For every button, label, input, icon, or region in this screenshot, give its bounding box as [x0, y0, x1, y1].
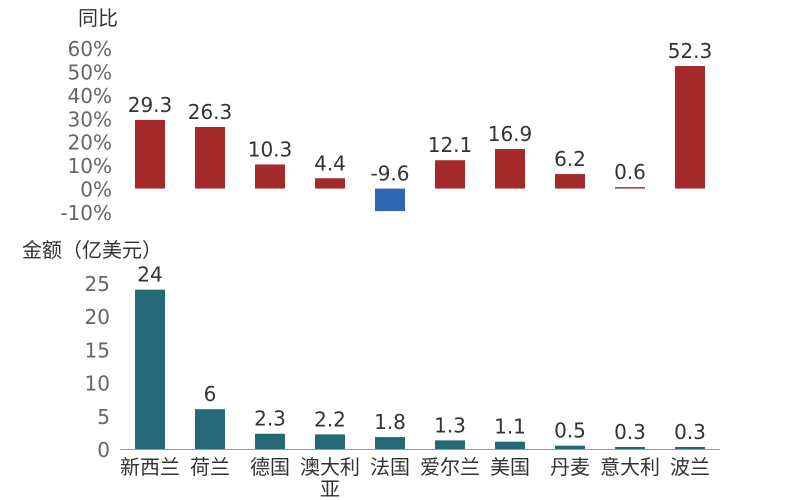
top-bar-8: [555, 174, 585, 189]
bottom-bar-10: [675, 447, 705, 449]
top-bar-4: [315, 178, 345, 189]
top-y-tick-label: 20%: [68, 131, 112, 155]
bottom-chart-axis-title: 金额（亿美元）: [22, 238, 162, 262]
bottom-value-label: 1.3: [434, 413, 466, 437]
bottom-bar-8: [555, 445, 585, 449]
bottom-bar-2: [195, 409, 225, 449]
top-bar-2: [195, 126, 225, 189]
x-tick-label: 意大利: [600, 455, 660, 479]
bottom-value-label: 0.3: [674, 420, 706, 444]
bottom-value-label: 2.3: [254, 407, 286, 431]
bottom-value-label: 2.2: [314, 407, 346, 431]
top-bar-3: [255, 164, 285, 189]
top-bar-7: [495, 148, 525, 189]
top-value-label: 4.4: [314, 151, 346, 175]
x-tick-label: 法国: [370, 455, 410, 479]
top-y-tick-label: 30%: [68, 107, 112, 131]
bottom-y-tick-label: 20: [85, 305, 110, 329]
bottom-bar-7: [495, 441, 525, 449]
top-value-label: 0.6: [614, 160, 646, 184]
x-tick-label: 美国: [490, 455, 530, 479]
top-bar-1: [135, 119, 165, 189]
bottom-value-label: 1.1: [494, 415, 526, 439]
x-tick-label: 亚: [320, 477, 340, 500]
top-value-label: -9.6: [370, 162, 409, 186]
top-bar-9: [615, 187, 645, 189]
top-chart-axis-title: 同比: [78, 6, 118, 30]
top-y-tick-label: 10%: [68, 154, 112, 178]
bottom-value-label: 1.8: [374, 410, 406, 434]
x-tick-label: 丹麦: [550, 455, 590, 479]
top-y-tick-label: 0%: [80, 178, 112, 202]
top-value-label: 52.3: [668, 39, 713, 63]
top-bar-5: [375, 188, 405, 212]
bottom-bar-5: [375, 437, 405, 449]
bottom-bar-1: [135, 289, 165, 449]
bottom-bar-3: [255, 433, 285, 449]
top-value-label: 6.2: [554, 147, 586, 171]
top-value-label: 10.3: [248, 137, 293, 161]
bottom-y-tick-label: 5: [97, 405, 110, 429]
bottom-value-label: 0.5: [554, 419, 586, 443]
bottom-y-tick-label: 15: [85, 338, 110, 362]
bottom-value-label: 6: [204, 382, 217, 406]
x-tick-label: 荷兰: [190, 455, 230, 479]
top-y-tick-label: 40%: [68, 84, 112, 108]
top-y-tick-label: -10%: [60, 201, 112, 225]
top-value-label: 26.3: [188, 100, 233, 124]
x-tick-label: 波兰: [670, 455, 710, 479]
top-chart: 60%50%40%30%20%10%0%-10% 29.3 26.3 10.3 4.4-…: [60, 37, 712, 225]
top-bar-10: [675, 66, 705, 189]
bottom-y-tick-label: 25: [85, 272, 110, 296]
x-tick-label: 新西兰: [120, 455, 180, 479]
x-tick-label: 德国: [250, 455, 290, 479]
top-value-label: 12.1: [428, 133, 473, 157]
bottom-value-label: 0.3: [614, 420, 646, 444]
top-value-label: 29.3: [128, 93, 173, 117]
bottom-chart: 25 20 15 10 5 0 24 6 2.3 2.2 1.8 1.3 1.1 0.5 0.3 0.3 新西兰…: [85, 263, 720, 500]
bottom-y-tick-label: 0: [97, 438, 110, 462]
bottom-bar-6: [435, 440, 465, 449]
top-bar-6: [435, 160, 465, 189]
bottom-bar-4: [315, 434, 345, 449]
top-y-tick-label: 50%: [68, 60, 112, 84]
x-tick-label: 澳大利: [300, 455, 360, 479]
bottom-y-tick-label: 10: [85, 372, 110, 396]
top-y-tick-label: 60%: [68, 37, 112, 61]
x-tick-label: 爱尔兰: [420, 455, 480, 479]
bottom-bar-9: [615, 447, 645, 449]
top-value-label: 16.9: [488, 122, 533, 146]
bottom-value-label: 24: [137, 263, 162, 287]
